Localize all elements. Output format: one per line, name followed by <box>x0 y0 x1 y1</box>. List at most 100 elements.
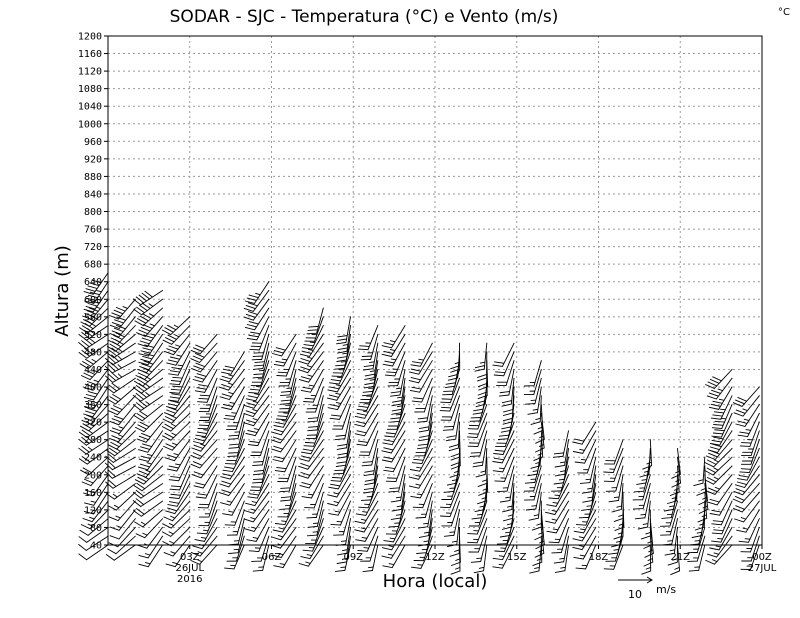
wind-barb <box>492 342 515 368</box>
y-axis-ticks: 40 80 120 160 200 240 280 320 360 400 440 480 520 560… <box>78 32 108 552</box>
wind-barb <box>107 491 136 511</box>
barb-column <box>381 324 406 569</box>
wind-barb <box>707 535 733 558</box>
wind-barb <box>415 491 433 519</box>
wind-barb <box>298 447 324 470</box>
wind-barb <box>273 544 297 569</box>
wind-barb <box>733 474 760 496</box>
y-tick-label: 280 <box>84 435 102 446</box>
wind-barb <box>198 500 218 527</box>
wind-barb <box>688 544 706 572</box>
wind-barb <box>502 491 515 522</box>
y-tick-label: 920 <box>84 154 102 165</box>
wind-barb <box>78 333 109 350</box>
wind-barb <box>741 430 760 457</box>
wind-barb <box>248 526 270 553</box>
wind-barb <box>667 474 678 505</box>
wind-barb <box>271 333 297 357</box>
wind-barb <box>304 483 324 509</box>
wind-barb <box>738 518 760 543</box>
wind-barb <box>108 500 136 522</box>
wind-barb <box>280 368 297 397</box>
wind-barb <box>132 491 164 508</box>
wind-barb <box>381 333 406 358</box>
wind-barb <box>190 447 218 469</box>
wind-barb <box>166 447 191 472</box>
wind-barb <box>450 430 461 461</box>
wind-barb <box>226 535 245 562</box>
wind-barb <box>357 526 379 552</box>
barb-column <box>104 298 136 561</box>
wind-barb <box>687 526 706 554</box>
wind-barb <box>440 483 461 509</box>
wind-barb <box>277 456 297 483</box>
wind-barb <box>474 342 488 372</box>
wind-barb <box>109 412 136 435</box>
wind-barb <box>327 482 352 507</box>
y-tick-label: 840 <box>84 189 102 200</box>
wind-barb <box>228 421 245 449</box>
wind-barb <box>300 535 324 560</box>
wind-barb <box>134 465 164 485</box>
wind-barb <box>138 430 164 453</box>
wind-barb <box>523 368 542 396</box>
wind-barb <box>554 439 570 468</box>
wind-barb <box>473 544 488 574</box>
wind-barb <box>190 333 218 355</box>
wind-barb <box>362 368 379 397</box>
wind-barb <box>133 474 164 492</box>
wind-barb <box>735 403 760 428</box>
wind-barb <box>527 386 542 415</box>
wind-barb <box>418 412 433 442</box>
barb-column <box>326 316 352 572</box>
wind-barb <box>554 544 570 573</box>
wind-barb <box>734 465 760 489</box>
wind-barb <box>332 404 352 430</box>
wind-barb <box>328 465 352 490</box>
wind-barb <box>298 544 324 567</box>
wind-barb <box>670 544 681 576</box>
wind-barb <box>381 430 406 454</box>
wind-barb <box>245 482 270 507</box>
wind-barb <box>105 474 136 489</box>
wind-barb <box>582 474 597 503</box>
y-tick-label: 1000 <box>78 119 102 130</box>
wind-barb <box>138 544 164 568</box>
wind-barb <box>190 535 218 557</box>
x-tick-label: 15Z <box>507 552 527 563</box>
barb-column <box>219 351 245 570</box>
wind-barb <box>467 412 488 439</box>
wind-barb <box>109 298 136 320</box>
wind-barb <box>191 456 218 479</box>
wind-barb <box>637 500 651 530</box>
wind-barb <box>78 439 109 455</box>
wind-barb <box>492 439 515 464</box>
reference-vector: 10 m/s <box>618 576 676 601</box>
wind-barb <box>105 544 136 561</box>
wind-barb <box>499 368 515 397</box>
wind-barb <box>360 535 379 562</box>
wind-barb <box>573 509 597 534</box>
wind-barb <box>382 421 406 446</box>
wind-barb <box>84 482 109 506</box>
wind-barb <box>475 377 488 408</box>
wind-barb <box>449 526 460 557</box>
wind-barb <box>276 395 297 421</box>
wind-barb <box>168 351 191 376</box>
wind-barb <box>79 351 109 370</box>
y-tick-label: 240 <box>84 453 102 464</box>
wind-barb <box>386 404 406 430</box>
wind-barb <box>225 439 245 465</box>
wind-barb <box>441 474 461 501</box>
wind-barb <box>133 298 164 316</box>
wind-barb <box>409 447 433 472</box>
wind-barb <box>219 465 245 488</box>
wind-barb <box>331 351 352 377</box>
wind-barb <box>244 281 270 305</box>
barb-column <box>660 448 682 576</box>
wind-barb <box>417 500 433 529</box>
wind-barb <box>137 324 164 348</box>
wind-barb <box>381 439 406 463</box>
barb-column <box>270 333 297 569</box>
